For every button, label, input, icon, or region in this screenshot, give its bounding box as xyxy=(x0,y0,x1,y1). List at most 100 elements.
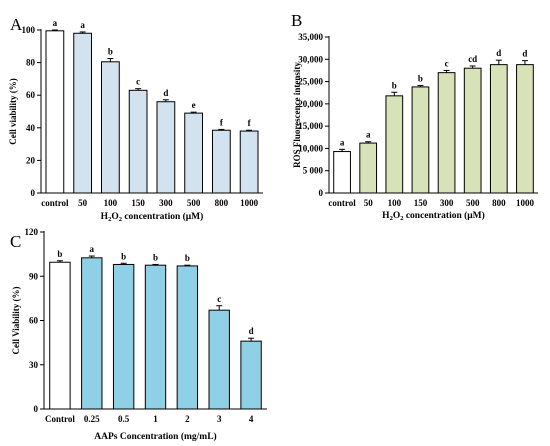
y-axis-title: Cell Viability (%) xyxy=(11,287,21,355)
y-axis-title: ROS Fluorescence intensity xyxy=(292,62,302,168)
x-tick-label: 800 xyxy=(492,198,506,208)
bar xyxy=(176,265,199,410)
bar xyxy=(128,89,148,194)
x-tick-label: 0.25 xyxy=(84,414,100,424)
x-tick-label: 150 xyxy=(131,198,145,208)
y-tick-label: 10,000 xyxy=(298,143,323,153)
bar xyxy=(489,64,508,194)
bar xyxy=(81,257,103,410)
x-tick-label: 300 xyxy=(440,198,454,208)
significance-label: a xyxy=(53,18,58,28)
x-tick-label: 4 xyxy=(249,414,254,424)
significance-label: c xyxy=(217,294,221,304)
significance-label: f xyxy=(220,117,224,127)
panel-label: B xyxy=(291,11,302,30)
significance-label: d xyxy=(522,49,527,59)
x-axis-title: H2O2 concentration (μM) xyxy=(382,210,485,222)
bar xyxy=(208,309,230,410)
bar xyxy=(112,263,135,410)
significance-label: d xyxy=(496,48,501,58)
bar xyxy=(463,67,482,194)
chart-panel-c: C 0 30 60 90 120 b Control a 0.25 b 0.5 b 1 b 2 c 3 d 4 AAPs… xyxy=(10,227,267,442)
y-tick-label: 25,000 xyxy=(298,77,323,87)
bar xyxy=(49,261,71,410)
bar xyxy=(211,129,231,194)
x-tick-label: 300 xyxy=(159,198,173,208)
y-tick-label: 90 xyxy=(29,271,39,281)
significance-label: e xyxy=(192,100,196,110)
y-tick-label: 30 xyxy=(29,360,39,370)
x-tick-label: 2 xyxy=(185,414,190,424)
x-axis-title: AAPs Concentration (mg/mL) xyxy=(94,431,216,442)
x-tick-label: 50 xyxy=(364,198,374,208)
bar xyxy=(156,101,176,194)
y-tick-label: 40 xyxy=(26,123,36,133)
x-tick-label: 50 xyxy=(78,198,88,208)
bar xyxy=(411,86,430,194)
x-tick-label: 3 xyxy=(217,414,222,424)
significance-label: a xyxy=(80,20,85,30)
significance-label: b xyxy=(418,74,423,84)
chart-panel-b: B 0 5 000 10,000 15,000 20,000 25,000 30,000 35,… xyxy=(291,11,538,222)
x-tick-label: 500 xyxy=(187,198,201,208)
y-tick-label: 0 xyxy=(34,404,39,414)
y-tick-label: 60 xyxy=(29,316,39,326)
significance-label: b xyxy=(392,80,397,90)
bar xyxy=(385,95,404,194)
bar xyxy=(240,340,262,410)
significance-label: cd xyxy=(468,54,477,64)
x-tick-label: Control xyxy=(45,414,75,424)
significance-label: c xyxy=(136,77,140,87)
bar xyxy=(144,264,167,410)
significance-label: a xyxy=(90,244,95,254)
x-tick-label: 1000 xyxy=(240,198,259,208)
y-tick-label: 35,000 xyxy=(298,32,323,42)
panel-label: A xyxy=(10,15,23,34)
chart-panel-a: A 0 20 40 60 80 100 a control a 50 b 100 c 150 d 300 e 500… xyxy=(8,15,263,223)
significance-label: b xyxy=(153,252,158,262)
y-tick-label: 120 xyxy=(25,227,39,237)
bar xyxy=(437,72,456,194)
y-tick-label: 100 xyxy=(22,25,36,35)
x-tick-label: 0.5 xyxy=(118,414,130,424)
x-tick-label: control xyxy=(328,198,356,208)
significance-label: d xyxy=(163,88,168,98)
y-tick-label: 20 xyxy=(26,155,36,165)
x-tick-label: 150 xyxy=(414,198,428,208)
x-tick-label: 100 xyxy=(388,198,402,208)
y-tick-label: 20,000 xyxy=(298,99,323,109)
significance-label: a xyxy=(366,130,371,140)
panel-label: C xyxy=(10,232,21,251)
y-axis-title: Cell viability (%) xyxy=(8,78,18,145)
significance-label: b xyxy=(121,251,126,261)
significance-label: d xyxy=(249,326,254,336)
y-tick-label: 0 xyxy=(31,188,36,198)
y-tick-label: 5 000 xyxy=(303,166,324,176)
bar xyxy=(45,30,65,194)
x-tick-label: 100 xyxy=(104,198,118,208)
significance-label: c xyxy=(445,58,449,68)
x-tick-label: 1 xyxy=(153,414,158,424)
y-tick-label: 60 xyxy=(26,90,36,100)
bar xyxy=(73,32,93,194)
x-tick-label: 1000 xyxy=(516,198,535,208)
significance-label: b xyxy=(185,253,190,263)
y-tick-label: 0 xyxy=(319,188,324,198)
significance-label: f xyxy=(248,118,252,128)
bar xyxy=(516,64,534,194)
bar xyxy=(359,142,378,194)
x-tick-label: 500 xyxy=(466,198,480,208)
significance-label: b xyxy=(108,47,113,57)
y-tick-label: 15,000 xyxy=(298,121,323,131)
bar xyxy=(184,112,204,194)
bar xyxy=(100,61,120,194)
significance-label: b xyxy=(57,249,62,259)
x-tick-label: 800 xyxy=(215,198,229,208)
y-tick-label: 80 xyxy=(26,58,36,68)
bar xyxy=(333,151,351,194)
bar xyxy=(239,130,259,194)
x-tick-label: control xyxy=(41,198,69,208)
x-axis-title: H2O2 concentration (μM) xyxy=(101,211,204,223)
y-tick-label: 30,000 xyxy=(298,54,323,64)
